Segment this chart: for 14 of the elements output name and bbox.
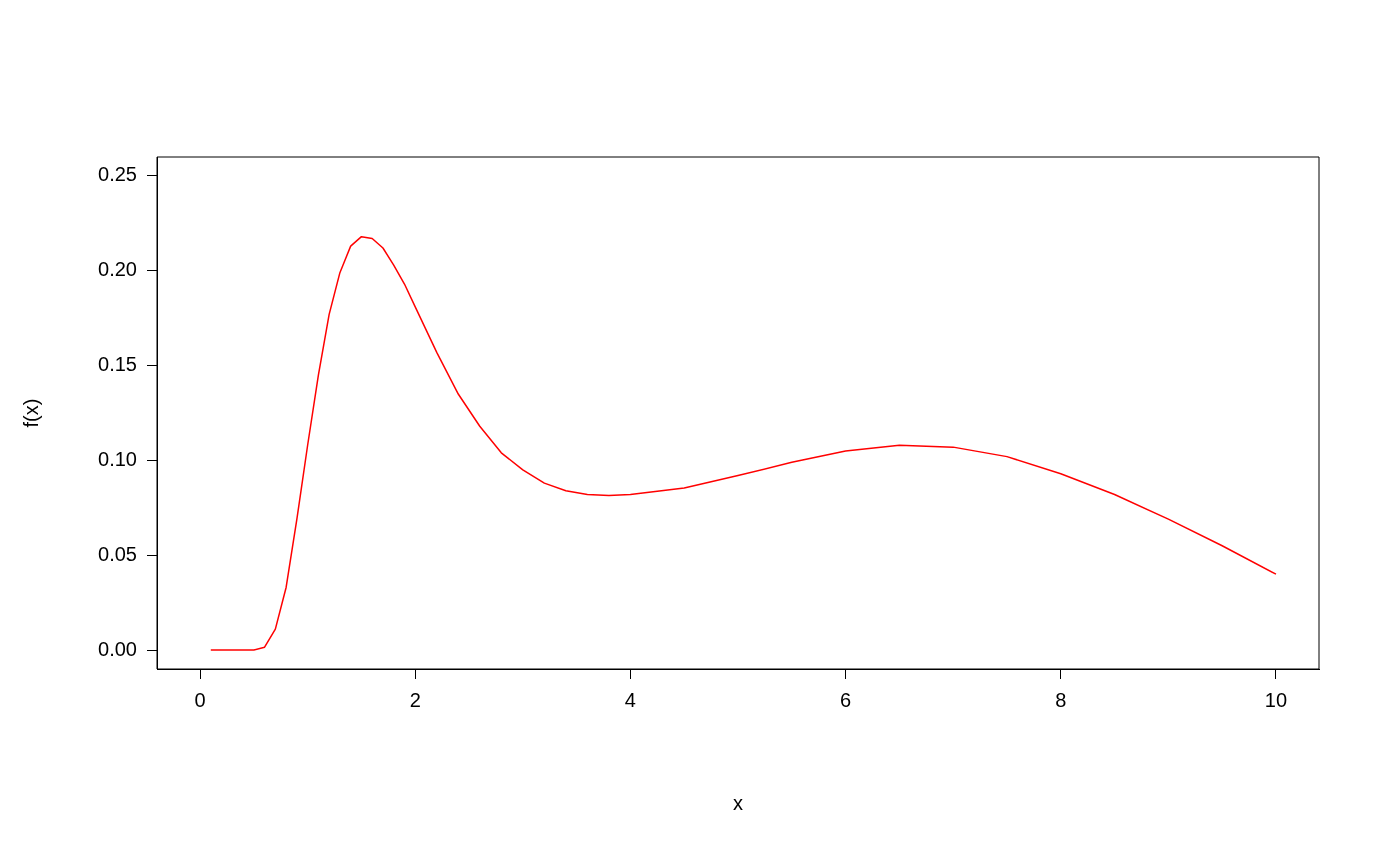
y-tick-label: 0.25	[98, 163, 137, 186]
x-tick-label: 0	[194, 688, 206, 711]
y-tick-label: 0.00	[98, 637, 137, 660]
y-tick-label: 0.20	[98, 258, 137, 281]
y-axis-title: f(x)	[19, 398, 42, 428]
y-tick-label: 0.05	[98, 542, 137, 565]
x-tick-label: 6	[840, 688, 852, 711]
y-tick-label: 0.10	[98, 447, 137, 470]
x-tick-label: 4	[624, 688, 636, 711]
x-tick-label: 2	[409, 688, 421, 711]
x-axis-title: x	[733, 791, 743, 814]
x-tick-label: 10	[1264, 688, 1288, 711]
y-tick-label: 0.15	[98, 353, 137, 376]
x-tick-label: 8	[1055, 688, 1067, 711]
